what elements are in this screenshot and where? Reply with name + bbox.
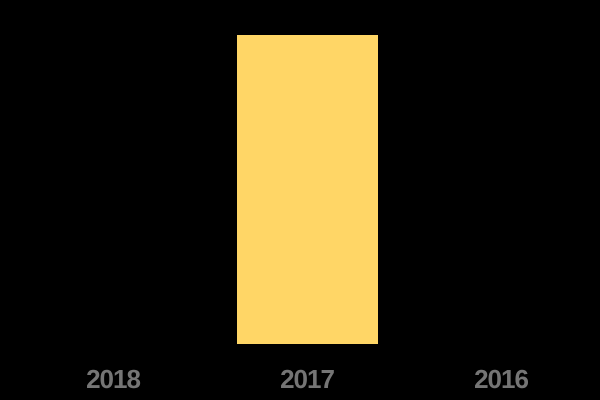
x-tick-label-2016: 2016 (474, 364, 529, 394)
bar-2017 (237, 35, 378, 344)
x-tick-label-2017: 2017 (280, 364, 335, 394)
x-tick-label-2018: 2018 (86, 364, 141, 394)
